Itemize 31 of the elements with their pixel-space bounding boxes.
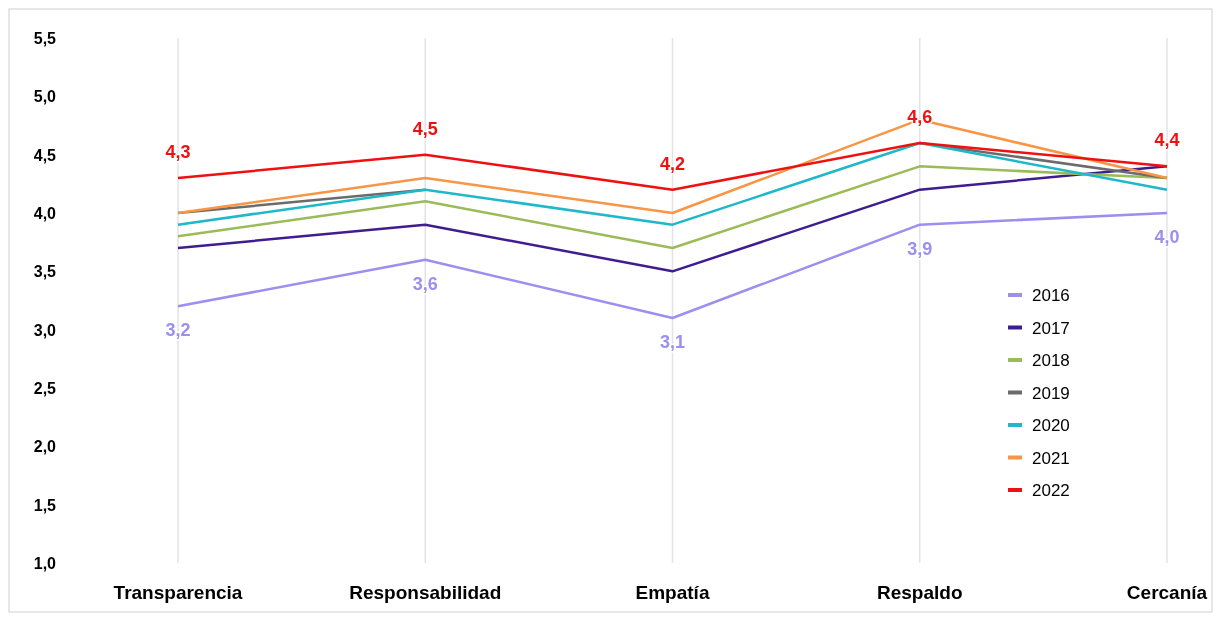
x-tick-label: Transparencia [113,582,243,603]
legend-label: 2022 [1032,481,1070,500]
data-label: 4,2 [659,153,686,174]
x-tick-label: Cercanía [1126,582,1208,603]
data-label: 3,2 [165,320,191,341]
x-tick-label: Responsabilidad [349,582,502,603]
data-label: 4,0 [1154,227,1180,247]
data-label: 4,5 [412,118,438,139]
legend-label: 2020 [1032,416,1070,435]
y-tick-label: 2,5 [33,380,57,397]
data-label: 4,3 [165,142,191,162]
y-tick-label: 2,0 [33,438,57,456]
y-tick-label: 1,5 [33,496,57,514]
y-tick-label: 5,0 [33,88,57,106]
legend-label: 2018 [1032,351,1070,370]
x-tick-label: Respaldo [876,582,963,603]
legend-label: 2016 [1032,286,1070,305]
y-tick-label: 1,0 [33,555,57,572]
data-label: 4,4 [1154,130,1180,151]
data-label: 3,1 [659,332,686,352]
y-tick-label: 5,5 [33,30,57,47]
legend-label: 2017 [1032,318,1070,338]
data-label: 3,9 [907,238,933,259]
data-label: 3,6 [412,273,438,294]
y-tick-label: 4,0 [33,205,57,222]
x-tick-label: Empatía [635,582,710,603]
legend-label: 2019 [1032,383,1070,403]
y-tick-label: 3,0 [33,321,57,339]
y-tick-label: 3,5 [33,263,57,281]
legend-label: 2021 [1032,448,1070,468]
y-tick-label: 4,5 [33,146,57,164]
